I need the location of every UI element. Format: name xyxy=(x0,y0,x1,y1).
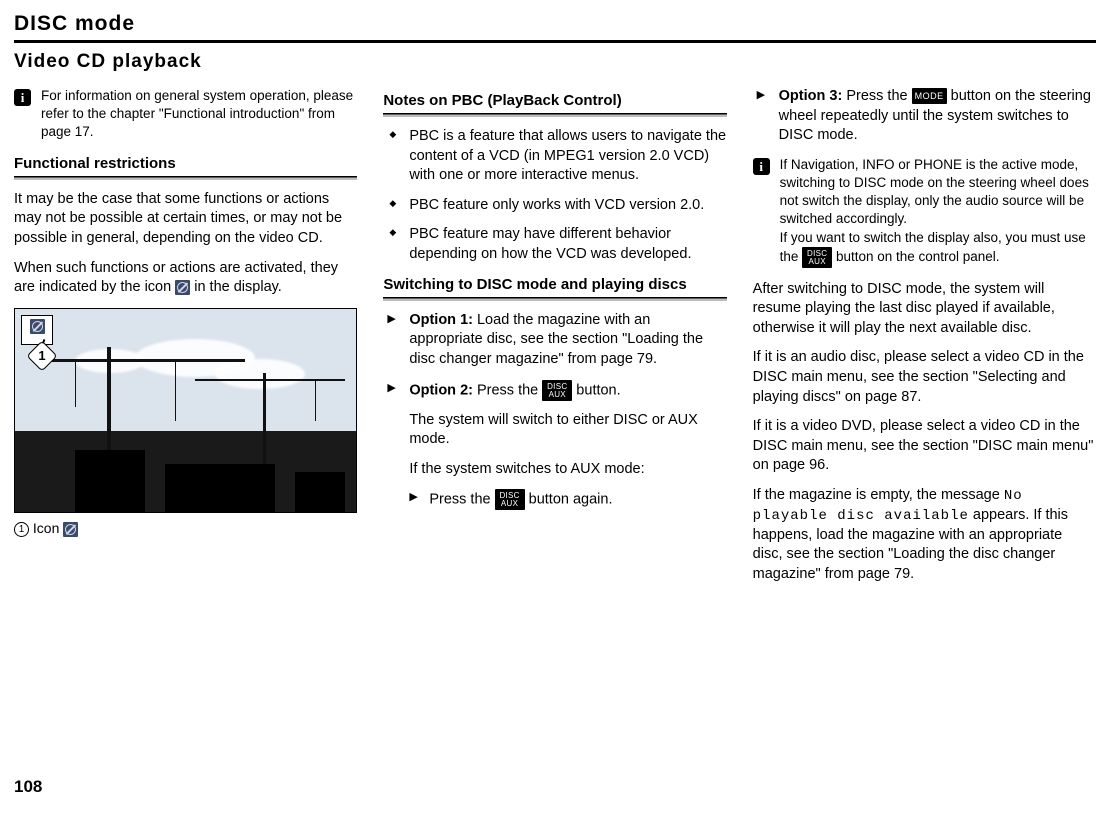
option-label: Option 2: xyxy=(409,382,473,398)
column-1: i For information on general system oper… xyxy=(14,87,357,594)
info-icon: i xyxy=(753,158,770,175)
paragraph: If the magazine is empty, the message No… xyxy=(753,486,1096,584)
paragraph: When such functions or actions are activ… xyxy=(14,259,357,298)
paragraph: If the system switches to AUX mode: xyxy=(383,460,726,480)
no-disc-icon xyxy=(30,319,45,334)
text: Press the xyxy=(429,492,494,508)
column-3: Option 3: Press the MODE button on the s… xyxy=(753,87,1096,594)
figure-callout-box xyxy=(21,315,53,345)
content-columns: i For information on general system oper… xyxy=(14,87,1096,594)
figure-caption: 1 Icon xyxy=(14,519,357,538)
disc-aux-button-icon: DISCAUX xyxy=(802,247,832,268)
option-label: Option 3: xyxy=(779,88,843,104)
text: button on the control panel. xyxy=(832,249,999,264)
paragraph: After switching to DISC mode, the system… xyxy=(753,280,1096,339)
paragraph: It may be the case that some functions o… xyxy=(14,190,357,249)
section-functional-restrictions-title: Functional restrictions xyxy=(14,154,357,174)
figure-crane-photo: 1 xyxy=(14,308,357,513)
step-option-2: Option 2: Press the DISCAUX button. xyxy=(383,380,726,401)
pbc-list: PBC is a feature that allows users to na… xyxy=(383,127,726,264)
info-text: If Navigation, INFO or PHONE is the acti… xyxy=(780,156,1096,268)
section-switching-title: Switching to DISC mode and playing discs xyxy=(383,275,726,295)
section-pbc-title: Notes on PBC (PlayBack Control) xyxy=(383,91,726,111)
section-rule xyxy=(383,113,726,117)
list-item: PBC is a feature that allows users to na… xyxy=(383,127,726,186)
text: button. xyxy=(572,382,620,398)
disc-aux-button-icon: DISCAUX xyxy=(542,380,572,401)
page-number: 108 xyxy=(14,776,42,799)
info-note-2: i If Navigation, INFO or PHONE is the ac… xyxy=(753,156,1096,268)
main-title: DISC mode xyxy=(14,10,1096,40)
step-option-1: Option 1: Load the magazine with an appr… xyxy=(383,311,726,370)
title-rule xyxy=(14,40,1096,43)
figure-building xyxy=(75,450,145,512)
text: Press the xyxy=(473,382,542,398)
paragraph: If it is an audio disc, please select a … xyxy=(753,348,1096,407)
no-disc-icon xyxy=(175,280,190,295)
list-item: PBC feature only works with VCD version … xyxy=(383,196,726,216)
step-sub: Press the DISCAUX button again. xyxy=(383,489,726,510)
option-label: Option 1: xyxy=(409,312,473,328)
text: Press the xyxy=(842,88,911,104)
figure-cable xyxy=(315,381,316,421)
text: button again. xyxy=(525,492,613,508)
figure-cable xyxy=(75,361,76,407)
info-note-1: i For information on general system oper… xyxy=(14,87,357,142)
figure-building xyxy=(165,464,275,512)
info-icon: i xyxy=(14,89,31,106)
figure-cable xyxy=(175,361,176,421)
section-rule xyxy=(383,297,726,301)
text: If the magazine is empty, the message xyxy=(753,487,1004,503)
circled-number-1: 1 xyxy=(14,522,29,537)
list-item: PBC feature may have different behavior … xyxy=(383,225,726,264)
figure-cloud xyxy=(215,359,305,389)
figure-crane xyxy=(195,379,345,381)
step-option-3: Option 3: Press the MODE button on the s… xyxy=(753,87,1096,146)
no-disc-icon xyxy=(63,522,78,537)
text: Icon xyxy=(29,520,63,536)
mode-button-icon: MODE xyxy=(912,88,947,104)
figure-callout-number: 1 xyxy=(26,340,57,371)
section-rule xyxy=(14,176,357,180)
disc-aux-button-icon: DISCAUX xyxy=(495,489,525,510)
info-text: For information on general system operat… xyxy=(41,87,357,142)
column-2: Notes on PBC (PlayBack Control) PBC is a… xyxy=(383,87,726,594)
text: If Navigation, INFO or PHONE is the acti… xyxy=(780,157,1089,227)
sub-title: Video CD playback xyxy=(14,49,1096,75)
paragraph: The system will switch to either DISC or… xyxy=(383,411,726,450)
paragraph: If it is a video DVD, please select a vi… xyxy=(753,417,1096,476)
figure-building xyxy=(295,472,345,512)
text: in the display. xyxy=(190,279,282,295)
